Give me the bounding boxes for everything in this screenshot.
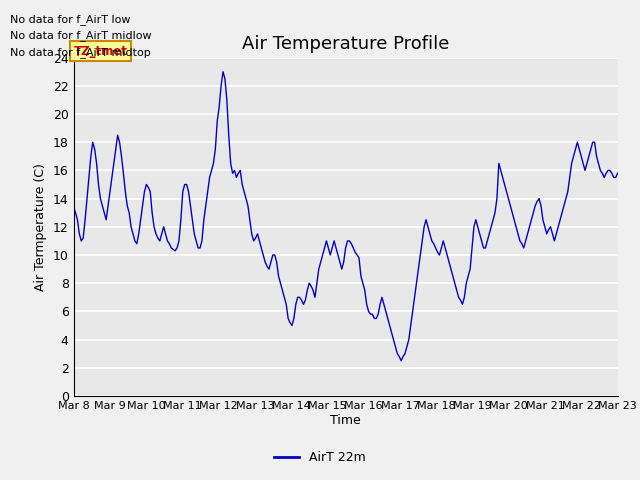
X-axis label: Time: Time — [330, 414, 361, 427]
Text: No data for f_AirT midtop: No data for f_AirT midtop — [10, 47, 150, 58]
Title: Air Temperature Profile: Air Temperature Profile — [242, 35, 449, 53]
Text: TZ_tmet: TZ_tmet — [74, 45, 127, 58]
Legend: AirT 22m: AirT 22m — [269, 446, 371, 469]
Y-axis label: Air Termperature (C): Air Termperature (C) — [35, 163, 47, 291]
Text: No data for f_AirT midlow: No data for f_AirT midlow — [10, 30, 151, 41]
Text: No data for f_AirT low: No data for f_AirT low — [10, 13, 130, 24]
